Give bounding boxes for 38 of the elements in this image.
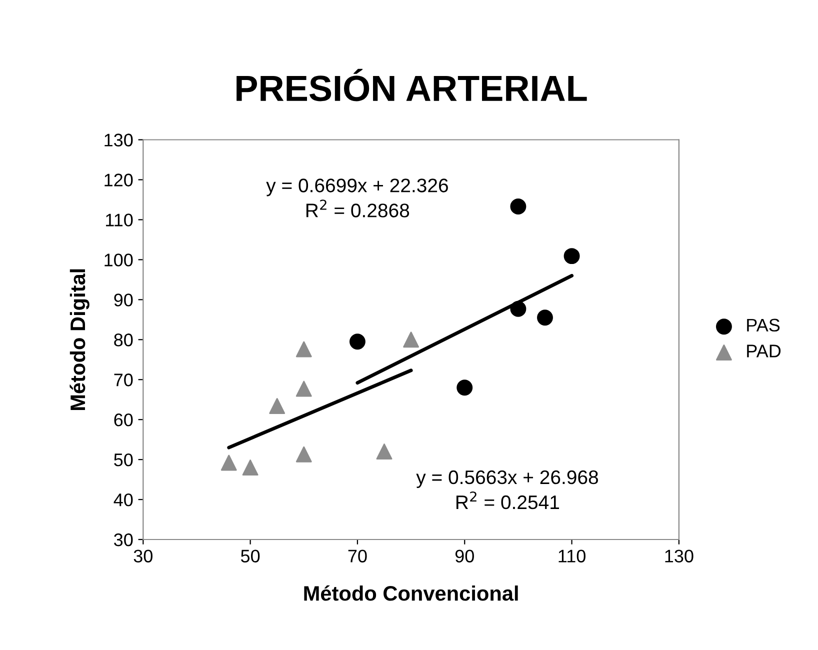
legend-label: PAS <box>747 318 780 332</box>
point <box>269 398 286 414</box>
annotation: y = 0.5663x + 26.968 R$^{2}$ = 0.2541 <box>416 470 598 510</box>
chart-title: PRESIÓN ARTERIAL <box>236 68 587 102</box>
point <box>242 460 258 476</box>
y-tick-label: 60 <box>114 414 133 426</box>
y-tick-label: 30 <box>114 533 133 546</box>
x-tick-label: 110 <box>558 550 586 562</box>
y-tick-label: 80 <box>114 334 133 346</box>
point <box>296 380 312 397</box>
y-tick-label: 110 <box>106 214 133 226</box>
point <box>296 446 312 462</box>
point <box>349 334 366 350</box>
point <box>403 332 420 348</box>
y-tick-label: 120 <box>104 174 133 186</box>
y-tick-label: 50 <box>114 453 133 466</box>
x-axis-title: Método Convencional <box>304 585 518 601</box>
point <box>376 444 392 460</box>
point <box>564 248 580 264</box>
point <box>537 310 553 326</box>
point <box>296 341 312 358</box>
annotation: y = 0.6699x + 22.326 R$^{2}$ = 0.2868 <box>266 178 448 218</box>
point <box>220 454 237 471</box>
y-tick-label: 100 <box>104 254 133 266</box>
x-tick-label: 50 <box>240 550 260 562</box>
point <box>510 198 526 214</box>
legend-label: PAD <box>747 344 781 358</box>
x-tick-label: 130 <box>665 550 694 562</box>
x-tick-label: 70 <box>348 550 367 562</box>
point <box>510 300 526 317</box>
y-tick-label: 90 <box>114 294 133 306</box>
point <box>456 380 473 396</box>
y-tick-label: 70 <box>114 374 133 386</box>
y-tick-label: 40 <box>114 493 133 506</box>
y-tick-label: 130 <box>104 134 133 146</box>
x-tick-label: 30 <box>134 550 152 562</box>
x-tick-label: 90 <box>455 550 474 562</box>
y-axis-title: Método Digital <box>70 269 90 410</box>
